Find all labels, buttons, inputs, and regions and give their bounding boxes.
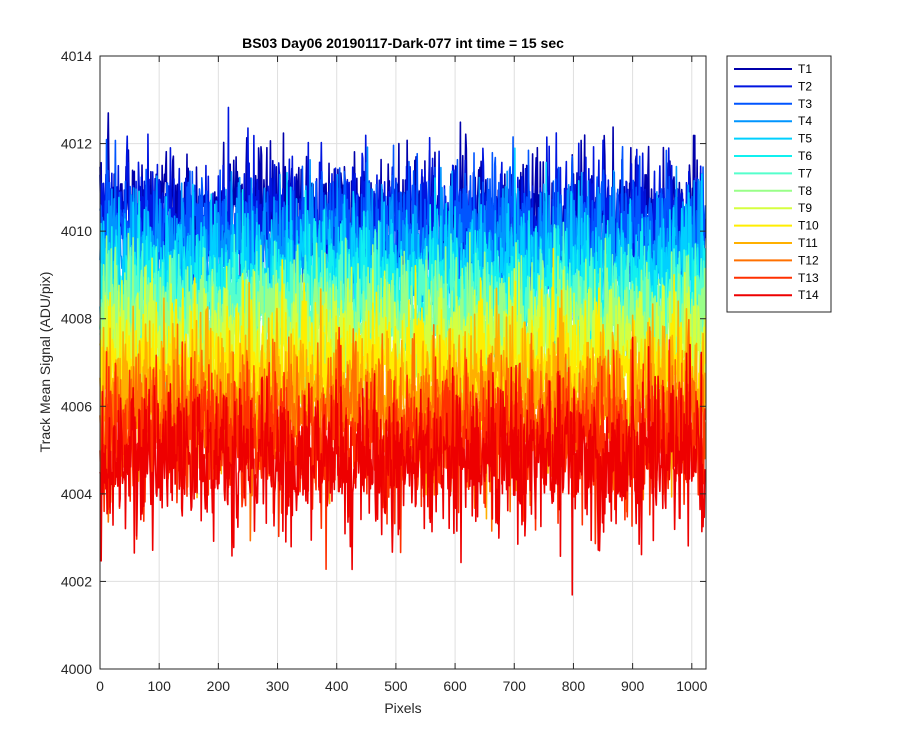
y-tick-label: 4014 bbox=[61, 48, 92, 64]
chart-title: BS03 Day06 20190117-Dark-077 int time = … bbox=[242, 35, 564, 51]
x-tick-label: 700 bbox=[503, 678, 527, 694]
legend-label-t1: T1 bbox=[798, 62, 812, 76]
x-tick-label: 300 bbox=[266, 678, 290, 694]
y-tick-label: 4010 bbox=[61, 223, 92, 239]
x-tick-label: 200 bbox=[207, 678, 231, 694]
legend-box bbox=[726, 55, 832, 313]
y-tick-label: 4008 bbox=[61, 311, 92, 327]
plot-frame bbox=[99, 55, 707, 670]
legend-label-t6: T6 bbox=[798, 149, 812, 163]
x-tick-label: 500 bbox=[384, 678, 408, 694]
legend-label-t14: T14 bbox=[798, 288, 819, 302]
y-tick-label: 4002 bbox=[61, 573, 92, 589]
legend-label-t12: T12 bbox=[798, 253, 819, 267]
y-tick-label: 4006 bbox=[61, 398, 92, 414]
y-tick-label: 4004 bbox=[61, 486, 92, 502]
x-tick-label: 400 bbox=[325, 678, 349, 694]
legend-label-t7: T7 bbox=[798, 166, 812, 180]
series-line-t14 bbox=[99, 336, 707, 596]
x-tick-label: 800 bbox=[562, 678, 586, 694]
legend-label-t11: T11 bbox=[798, 236, 818, 250]
x-axis-label: Pixels bbox=[384, 700, 421, 716]
legend-label-t3: T3 bbox=[798, 97, 812, 111]
x-tick-label: 900 bbox=[621, 678, 645, 694]
x-tick-label: 100 bbox=[148, 678, 172, 694]
legend-label-t5: T5 bbox=[798, 132, 812, 146]
y-axis-label: Track Mean Signal (ADU/pix) bbox=[37, 272, 53, 453]
legend-label-t13: T13 bbox=[798, 271, 819, 285]
series-layer bbox=[99, 106, 707, 596]
legend-label-t8: T8 bbox=[798, 184, 812, 198]
legend-label-t2: T2 bbox=[798, 79, 812, 93]
y-tick-label: 4000 bbox=[61, 661, 92, 677]
legend-label-t4: T4 bbox=[798, 114, 812, 128]
legend-label-t10: T10 bbox=[798, 219, 819, 233]
x-tick-label: 600 bbox=[443, 678, 467, 694]
y-tick-label: 4012 bbox=[61, 136, 92, 152]
x-tick-labels: 0 100 200 300 400 500 600 700 800 900 1000 bbox=[96, 678, 707, 694]
x-tick-label: 1000 bbox=[676, 678, 707, 694]
tick-layer bbox=[99, 55, 706, 670]
legend: T1 T2 T3 T4 T5 T6 T7 T8 T9 T10 T11 T12 T13 T14 bbox=[726, 55, 832, 313]
legend-items: T1 T2 T3 T4 T5 T6 T7 T8 T9 T10 T11 T12 T13 T14 bbox=[734, 62, 819, 302]
legend-label-t9: T9 bbox=[798, 201, 812, 215]
x-tick-label: 0 bbox=[96, 678, 104, 694]
y-tick-labels: 4000 4002 4004 4006 4008 4010 4012 4014 bbox=[61, 48, 92, 677]
